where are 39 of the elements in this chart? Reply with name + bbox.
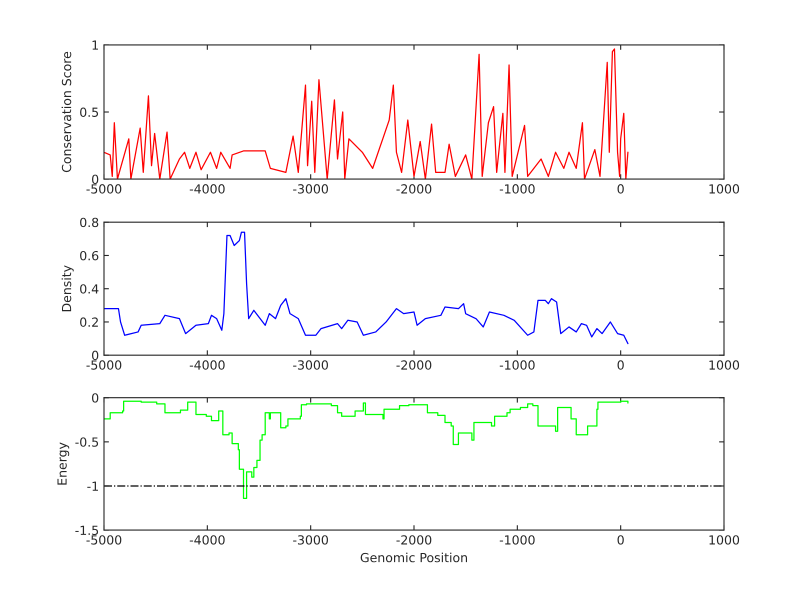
y-tick-label: 0: [92, 174, 98, 184]
y-tick-label: -1: [87, 482, 98, 491]
y-tick-label: 0.5: [80, 107, 98, 117]
x-tick-label: -1000: [500, 184, 535, 194]
y-tick-label: 0: [92, 350, 98, 360]
x-tick-label: -4000: [190, 184, 225, 194]
x-tick-label: -2000: [396, 360, 432, 370]
y-tick-label: -0.5: [75, 437, 98, 447]
x-tick-label: 1000: [709, 535, 740, 545]
y-axis-title: Conservation Score: [62, 52, 72, 172]
x-tick-label: 0: [618, 360, 624, 370]
x-tick-label: -1000: [500, 360, 535, 370]
x-tick-label: -4000: [190, 360, 225, 370]
y-tick-label: 0.2: [80, 317, 98, 327]
x-tick-label: -5000: [86, 360, 122, 370]
y-tick-label: 0.8: [80, 218, 98, 228]
y-axis-title: Density: [62, 265, 74, 312]
x-tick-label: -3000: [293, 535, 328, 545]
x-tick-label: -3000: [293, 184, 328, 194]
x-tick-label: -2000: [396, 184, 432, 194]
x-tick-label: 1000: [709, 184, 740, 194]
x-tick-label: 0: [618, 184, 624, 194]
y-tick-label: 0: [92, 393, 98, 403]
line-series: [104, 48, 629, 180]
x-tick-label: -5000: [86, 184, 122, 194]
x-tick-label: -4000: [190, 535, 225, 545]
x-tick-label: 0: [618, 535, 624, 545]
x-tick-label: -5000: [86, 535, 122, 545]
y-tick-label: 1: [92, 40, 98, 50]
x-tick-label: -3000: [293, 360, 328, 370]
y-tick-label: -1.5: [75, 526, 98, 536]
x-axis-title: Genomic Position: [360, 552, 467, 562]
y-tick-label: 0.6: [80, 250, 98, 260]
x-tick-label: -1000: [500, 535, 535, 545]
x-tick-label: -2000: [396, 535, 432, 545]
y-axis-title: Energy: [57, 442, 70, 485]
y-tick-label: 0.4: [80, 284, 98, 294]
line-series: [104, 232, 629, 344]
x-tick-label: 1000: [709, 360, 740, 370]
